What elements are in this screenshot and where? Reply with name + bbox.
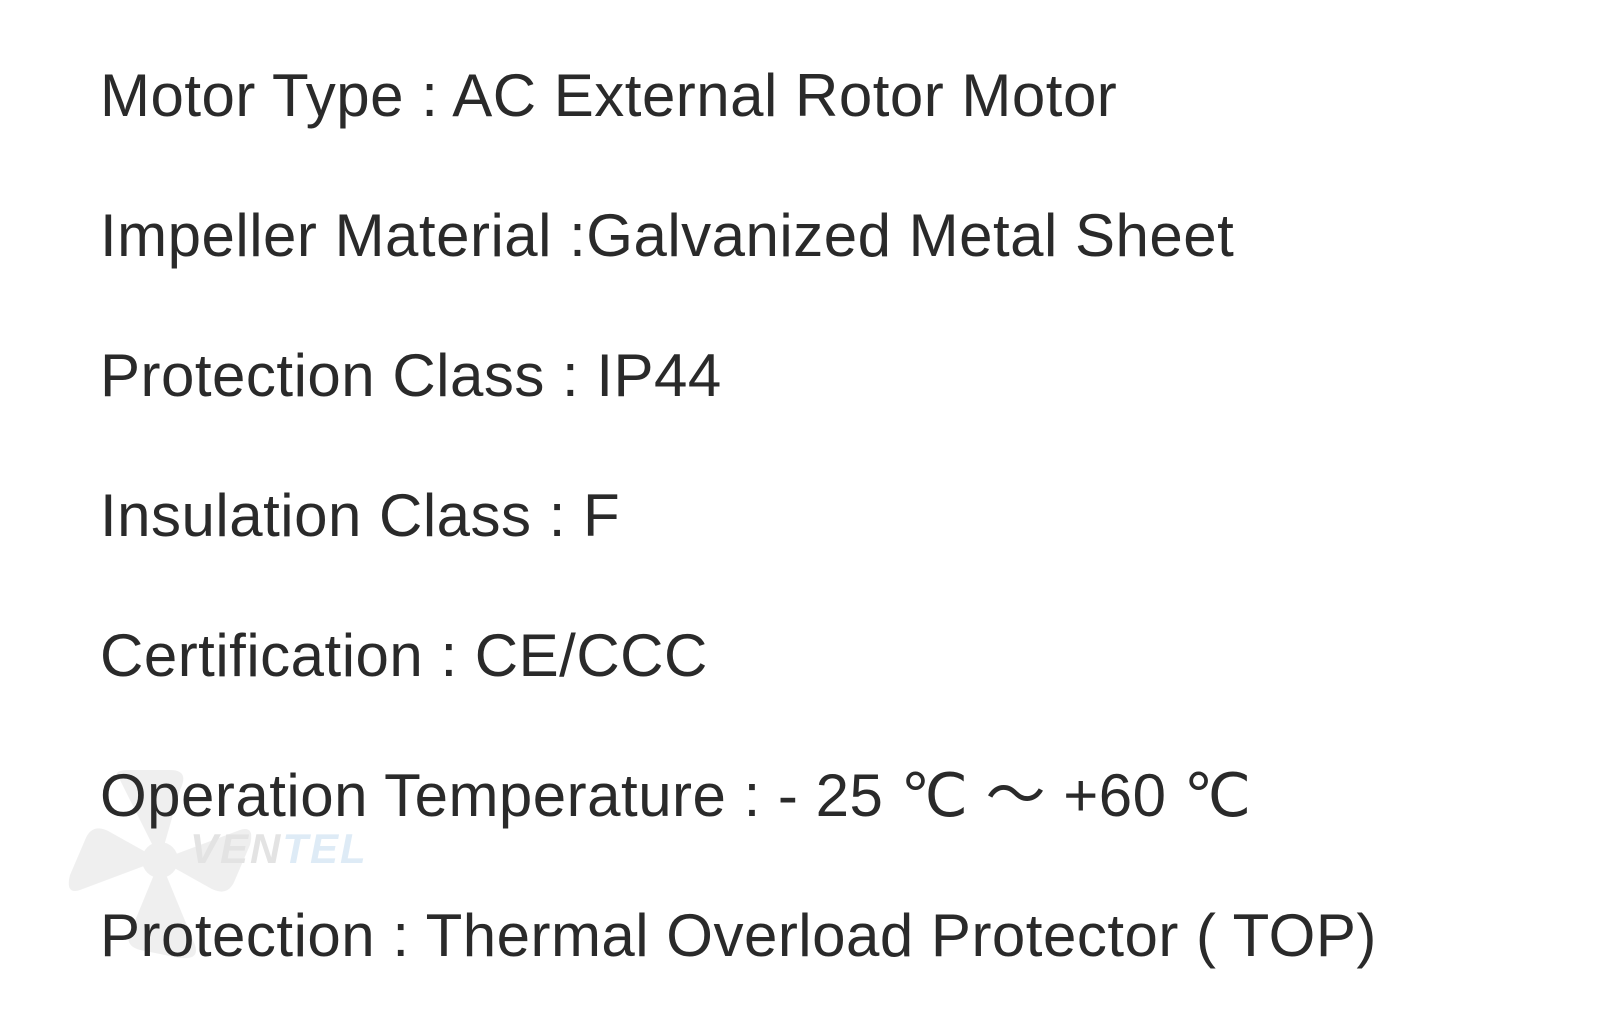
spec-protection: Protection : Thermal Overload Protector … [100, 900, 1622, 972]
spec-motor-type: Motor Type : AC External Rotor Motor [100, 60, 1622, 132]
spec-insulation-class: Insulation Class : F [100, 480, 1622, 552]
spec-operation-temperature: Operation Temperature : - 25 ℃ ～ +60 ℃ [100, 760, 1622, 832]
spec-impeller-material: Impeller Material :Galvanized Metal Shee… [100, 200, 1622, 272]
spec-list: Motor Type : AC External Rotor Motor Imp… [100, 60, 1622, 972]
spec-certification: Certification : CE/CCC [100, 620, 1622, 692]
spec-protection-class: Protection Class : IP44 [100, 340, 1622, 412]
